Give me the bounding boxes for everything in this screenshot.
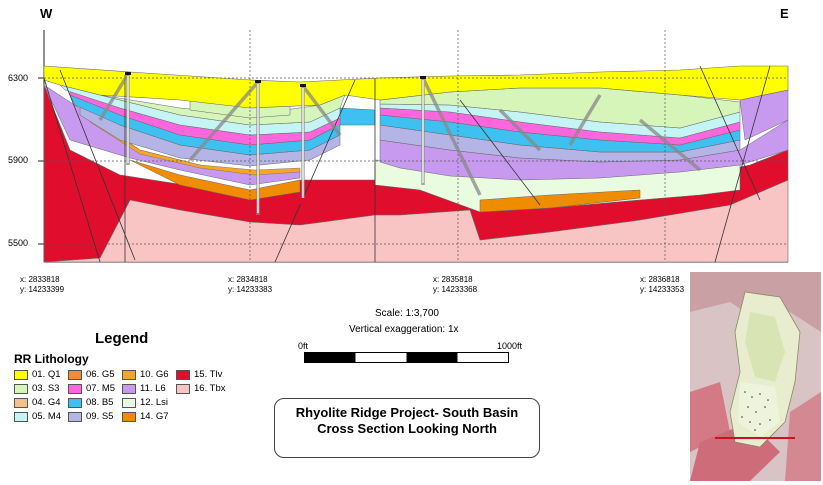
legend-swatch [176,369,190,380]
east-label: E [780,6,789,21]
legend-label: 16. Tbx [194,383,226,394]
legend-label: 08. B5 [86,397,114,408]
legend-swatch [68,411,82,422]
scale-start-label: 0ft [298,341,309,351]
legend-item: 03. S3 [14,382,59,395]
legend-label: 11. L6 [140,383,166,394]
vertical-exaggeration: Vertical exaggeration: 1x [349,324,459,335]
legend-item: 01. Q1 [14,368,61,381]
scale-end-label: 1000ft [497,341,523,351]
legend-item: 09. S5 [68,410,113,423]
unit-l6 [43,84,301,186]
scale-ratio: Scale: 1:3,700 [375,308,439,319]
cross-section-diagram [38,30,789,263]
legend-swatch [122,397,136,408]
west-label: W [40,6,53,21]
title-line-1: Rhyolite Ridge Project- South Basin [295,405,519,420]
legend-swatch [14,369,28,380]
legend-swatch [122,411,136,422]
legend-item: 06. G5 [68,368,115,381]
elevation-label-6300: 6300 [8,73,29,83]
coordinate-3: x: 2835818 y: 14233368 [433,275,478,294]
legend-label: 06. G5 [86,369,115,380]
legend-label: 09. S5 [86,411,114,422]
coordinate-1: x: 2833818 y: 14233399 [20,275,65,294]
unit-q1 [43,65,789,109]
legend-title: Legend [95,330,149,347]
coordinate-4: x: 2836818 y: 14233353 [640,275,685,294]
legend-swatch [122,369,136,380]
legend-swatch [176,383,190,394]
legend-item: 14. G7 [122,410,169,423]
legend-item: 04. G4 [14,396,61,409]
legend-item: 07. M5 [68,382,115,395]
legend-swatch [14,383,28,394]
legend-item: 08. B5 [68,396,113,409]
legend-swatch [68,397,82,408]
legend-swatch [68,369,82,380]
legend-item: 15. Tlv [176,368,222,381]
unit-tlv [43,84,789,263]
inset-map [690,272,821,481]
legend-swatch [122,383,136,394]
legend-item: 10. G6 [122,368,169,381]
legend-swatch [14,411,28,422]
title-box: Rhyolite Ridge Project- South Basin Cros… [274,398,540,458]
legend-label: 15. Tlv [194,369,223,380]
legend-item: 16. Tbx [176,382,226,395]
legend-subtitle: RR Lithology [14,352,89,366]
legend-label: 01. Q1 [32,369,61,380]
legend-label: 03. S3 [32,383,60,394]
legend-item: 11. L6 [122,382,166,395]
legend-swatch [14,397,28,408]
elevation-label-5900: 5900 [8,155,29,165]
legend-label: 12. Lsi [140,397,168,408]
legend-label: 07. M5 [86,383,116,394]
legend-item: 12. Lsi [122,396,168,409]
legend-label: 05. M4 [32,411,62,422]
scale-bar [304,352,509,363]
legend-label: 10. G6 [140,369,169,380]
elevation-label-5500: 5500 [8,238,29,248]
legend-label: 14. G7 [140,411,169,422]
coordinate-2: x: 2834818 y: 14233383 [228,275,273,294]
legend-swatch [68,383,82,394]
title-line-2: Cross Section Looking North [317,421,497,436]
legend-item: 05. M4 [14,410,61,423]
legend-label: 04. G4 [32,397,61,408]
